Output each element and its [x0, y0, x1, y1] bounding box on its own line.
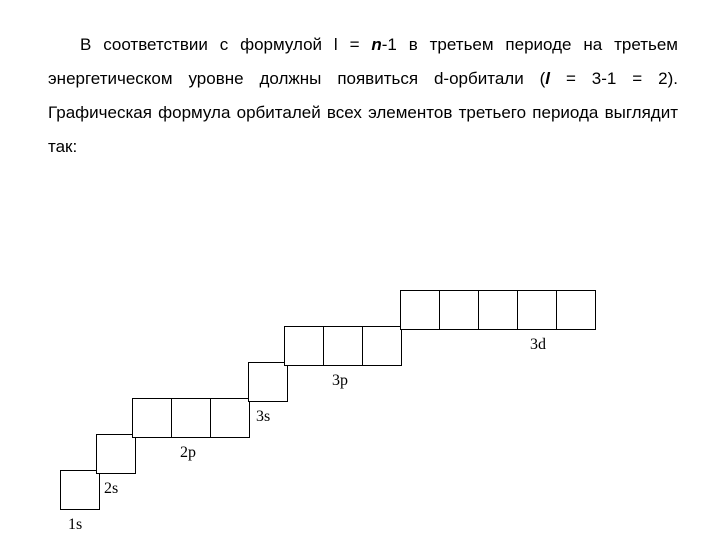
orbital-cell-3s-0 [248, 362, 288, 402]
orbital-label-2p: 2p [180, 444, 196, 462]
orbital-label-3p: 3p [332, 372, 348, 390]
orbital-label-2s: 2s [104, 480, 118, 498]
orbital-label-1s: 1s [68, 516, 82, 534]
orbital-cell-1s-0 [60, 470, 100, 510]
orbital-cell-3d-1 [439, 290, 479, 330]
orbital-cell-3d-0 [400, 290, 440, 330]
orbital-cell-3d-2 [478, 290, 518, 330]
orbital-cell-3d-3 [517, 290, 557, 330]
orbital-label-3d: 3d [530, 336, 546, 354]
orbital-cell-2p-0 [132, 398, 172, 438]
orbital-cell-2p-1 [171, 398, 211, 438]
orbital-cell-2p-2 [210, 398, 250, 438]
orbital-cell-3d-4 [556, 290, 596, 330]
orbital-cell-3p-1 [323, 326, 363, 366]
orbital-cell-3p-0 [284, 326, 324, 366]
orbital-diagram: 1s 2s 2p 3s 3p 3d [0, 0, 720, 540]
orbital-cell-3p-2 [362, 326, 402, 366]
orbital-cell-2s-0 [96, 434, 136, 474]
orbital-label-3s: 3s [256, 408, 270, 426]
